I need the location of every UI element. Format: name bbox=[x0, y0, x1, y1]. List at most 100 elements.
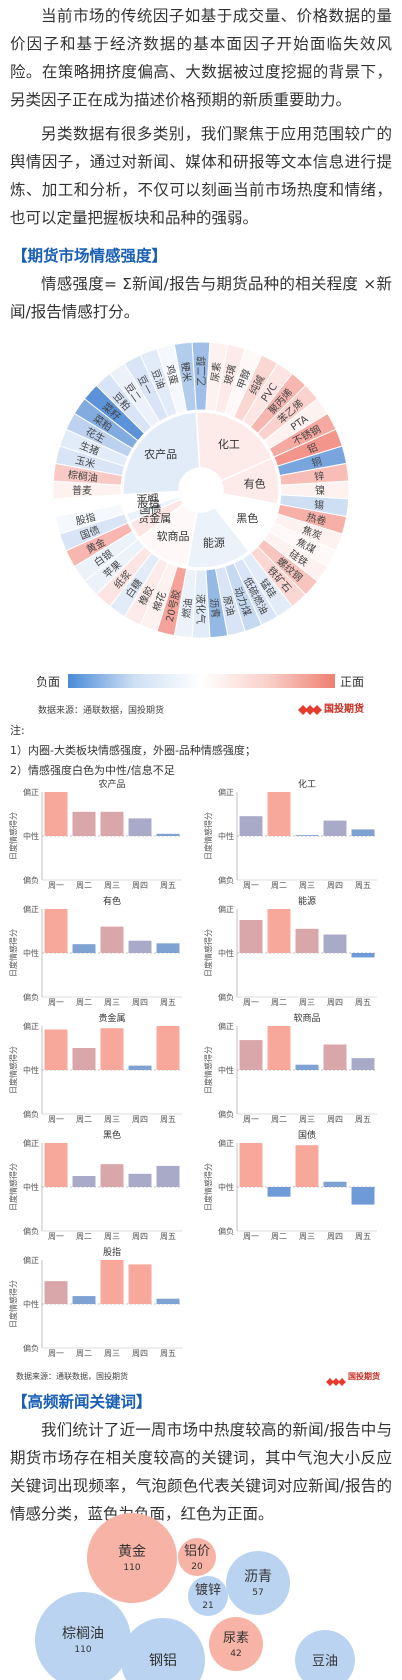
bar bbox=[72, 1176, 96, 1187]
bar bbox=[267, 792, 291, 836]
y-tick-label: 偏负 bbox=[23, 1226, 39, 1236]
x-tick-label: 周二 bbox=[271, 998, 287, 1007]
sector-label: 软商品 bbox=[157, 529, 190, 543]
x-tick-label: 周四 bbox=[327, 1232, 343, 1241]
x-tick-label: 周二 bbox=[76, 998, 92, 1007]
variety-label: 燃油 bbox=[179, 597, 194, 618]
keyword-bubble bbox=[35, 1592, 131, 1680]
bar bbox=[44, 1281, 68, 1304]
variety-slice bbox=[54, 503, 126, 535]
sector-label: 化工 bbox=[218, 437, 240, 451]
y-tick-label: 偏负 bbox=[218, 875, 234, 885]
variety-label: 乙二醇 bbox=[195, 356, 208, 386]
intro-paragraph-1: 当前市场的传统因子如基于成交量、价格数据的量价因子和基于经济数据的基本面因子开始… bbox=[10, 7, 392, 109]
variety-label: 铜 bbox=[310, 455, 323, 469]
x-tick-label: 周二 bbox=[76, 881, 92, 890]
variety-label: 尿素 bbox=[208, 361, 223, 382]
y-tick-label: 偏正 bbox=[23, 1138, 39, 1148]
variety-label: 铝 bbox=[306, 441, 320, 456]
y-tick-label: 中性 bbox=[23, 831, 39, 841]
keyword-bubble bbox=[121, 1618, 205, 1680]
bar bbox=[72, 944, 96, 953]
variety-label: 棕榈油 bbox=[67, 468, 98, 485]
y-axis-label: 日度情感得分 bbox=[8, 1046, 18, 1094]
bar bbox=[100, 1260, 124, 1304]
x-tick-label: 周四 bbox=[327, 1115, 343, 1124]
legend-negative-label: 负面 bbox=[36, 675, 61, 689]
keyword-count: 110 bbox=[123, 1563, 140, 1573]
y-axis-label: 日度情感得分 bbox=[203, 812, 213, 860]
bar bbox=[72, 1296, 96, 1304]
bar-chart-title: 能源 bbox=[298, 895, 316, 907]
bars-logo-text: 国投期货 bbox=[348, 1372, 380, 1381]
x-tick-label: 周三 bbox=[104, 1232, 120, 1241]
x-tick-label: 周五 bbox=[160, 881, 176, 890]
bar bbox=[44, 1029, 68, 1070]
sector-label: 黑色 bbox=[236, 511, 258, 525]
y-tick-label: 偏正 bbox=[218, 1021, 234, 1031]
y-tick-label: 偏正 bbox=[218, 787, 234, 797]
y-axis-label: 日度情感得分 bbox=[203, 929, 213, 977]
bar bbox=[44, 909, 68, 953]
y-tick-label: 偏负 bbox=[23, 992, 39, 1002]
bar bbox=[100, 1028, 124, 1070]
x-tick-label: 周五 bbox=[355, 1232, 371, 1241]
keyword-label: 铝价 bbox=[184, 1544, 210, 1559]
keyword-bubble bbox=[295, 1630, 355, 1680]
x-tick-label: 周三 bbox=[299, 998, 315, 1007]
bar bbox=[156, 1165, 180, 1187]
variety-label: 锡 bbox=[313, 498, 324, 512]
x-tick-label: 周五 bbox=[160, 1349, 176, 1358]
x-tick-label: 周一 bbox=[48, 881, 64, 890]
keyword-bubble bbox=[188, 1576, 228, 1616]
logo-mark bbox=[298, 701, 322, 715]
y-axis-label: 日度情感得分 bbox=[8, 1280, 18, 1328]
keyword-label: 沥青 bbox=[244, 1569, 272, 1585]
x-tick-label: 周三 bbox=[104, 998, 120, 1007]
y-tick-label: 偏负 bbox=[218, 992, 234, 1002]
legend-gradient-bar bbox=[68, 674, 335, 688]
bar bbox=[128, 818, 152, 836]
bar bbox=[295, 1064, 319, 1070]
bar bbox=[351, 1058, 375, 1070]
x-tick-label: 周四 bbox=[132, 998, 148, 1007]
y-axis-label: 日度情感得分 bbox=[8, 1163, 18, 1211]
x-tick-label: 周一 bbox=[48, 1349, 64, 1358]
x-tick-label: 周二 bbox=[76, 1115, 92, 1124]
bar bbox=[239, 920, 263, 953]
bar bbox=[351, 829, 375, 836]
intro-paragraph-2: 另类数据有很多类别，我们聚焦于应用范围较广的舆情因子，通过对新闻、媒体和研报等文… bbox=[10, 125, 392, 227]
x-tick-label: 周二 bbox=[271, 881, 287, 890]
sector-label: 有色 bbox=[244, 476, 266, 490]
bar bbox=[156, 1298, 180, 1304]
keyword-bubble-chart: 黄金 110 铝价 20 镀锌 21 沥青 57 棕榈油 110 钢铝 尿素 42 豆油 bbox=[35, 1513, 355, 1680]
y-tick-label: 偏负 bbox=[23, 1109, 39, 1119]
y-tick-label: 偏正 bbox=[23, 1255, 39, 1265]
variety-label: 液化气 bbox=[194, 594, 207, 624]
x-tick-label: 周三 bbox=[299, 1232, 315, 1241]
bar bbox=[128, 1264, 152, 1304]
y-tick-label: 中性 bbox=[23, 1182, 39, 1192]
y-axis-label: 日度情感得分 bbox=[203, 1046, 213, 1094]
bar bbox=[351, 953, 375, 958]
x-tick-label: 周一 bbox=[48, 1115, 64, 1124]
bar bbox=[72, 1048, 96, 1070]
bars-source: 数据来源：通联数据，国投期货 bbox=[16, 1372, 128, 1381]
x-tick-label: 周四 bbox=[132, 1115, 148, 1124]
x-tick-label: 周一 bbox=[243, 998, 259, 1007]
variety-label: 锌 bbox=[313, 469, 324, 483]
logo-text: 国投期货 bbox=[324, 704, 364, 715]
x-tick-label: 周三 bbox=[104, 1115, 120, 1124]
notes-title: 注: bbox=[10, 724, 25, 737]
bar bbox=[44, 792, 68, 836]
bar bbox=[44, 1143, 68, 1187]
bar bbox=[100, 926, 124, 953]
y-tick-label: 中性 bbox=[218, 1182, 234, 1192]
bars-logo-mark bbox=[326, 1372, 346, 1386]
x-tick-label: 周四 bbox=[132, 1232, 148, 1241]
